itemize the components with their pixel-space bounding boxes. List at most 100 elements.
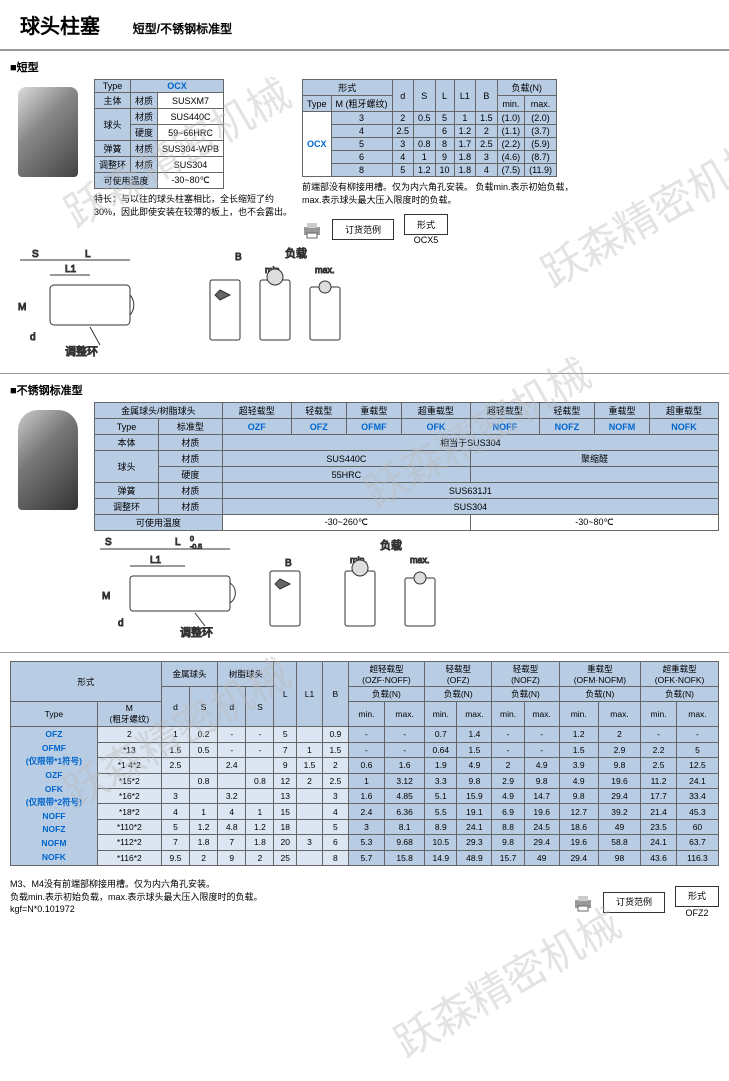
c: 29.4 <box>598 788 640 803</box>
c: *1 4*2 <box>97 758 161 773</box>
c: 8.1 <box>385 819 425 834</box>
c: 43.6 <box>641 850 677 865</box>
c: 15 <box>274 804 297 819</box>
c: 7 <box>161 835 189 850</box>
c: - <box>524 742 559 757</box>
svg-text:负载: 负载 <box>285 246 307 260</box>
c: 1.8 <box>454 151 476 164</box>
load-diagram: B 负载 min.max. <box>200 245 380 365</box>
c <box>246 788 274 803</box>
c: (8.7) <box>525 151 557 164</box>
svg-text:d: d <box>30 332 36 343</box>
c: 48.9 <box>457 850 492 865</box>
h: min. <box>497 96 525 112</box>
h: NOFK <box>650 419 719 435</box>
c: 1.5 <box>476 112 498 125</box>
h: 负载(N) <box>492 687 559 702</box>
c: 1.8 <box>246 835 274 850</box>
c: 硬度 <box>158 467 222 483</box>
c: 9.8 <box>492 835 524 850</box>
c: 9.8 <box>559 788 598 803</box>
c: 116.3 <box>676 850 718 865</box>
c: 0.5 <box>414 112 436 125</box>
h: L1 <box>454 80 476 112</box>
c: 4 <box>331 125 392 138</box>
c: 2 <box>97 727 161 742</box>
h: d <box>161 687 189 727</box>
c: 7 <box>218 835 246 850</box>
c: 3.2 <box>218 788 246 803</box>
c: 3.3 <box>425 773 457 788</box>
page-header: 球头柱塞 短型/不锈钢标准型 <box>0 0 729 51</box>
h: S <box>246 687 274 727</box>
c: 主体 <box>95 93 131 109</box>
c: 49 <box>524 850 559 865</box>
c: 材质 <box>158 435 222 451</box>
c: 8.8 <box>492 819 524 834</box>
svg-text:L1: L1 <box>65 264 77 275</box>
c: 球头 <box>95 109 131 141</box>
c: 2.5 <box>641 758 677 773</box>
c: (1.0) <box>497 112 525 125</box>
c: 1 <box>297 742 323 757</box>
c: 4.8 <box>218 819 246 834</box>
c: (3.7) <box>525 125 557 138</box>
svg-text:调整环: 调整环 <box>65 344 98 358</box>
svg-text:0: 0 <box>190 536 194 543</box>
h: Type <box>95 419 159 435</box>
c: *16*2 <box>97 788 161 803</box>
c: 1.5 <box>297 758 323 773</box>
c: 23.5 <box>641 819 677 834</box>
printer-icon <box>573 894 593 912</box>
c: 4 <box>476 164 498 177</box>
c <box>297 850 323 865</box>
c: - <box>492 727 524 742</box>
svg-text:-0.5: -0.5 <box>190 544 202 551</box>
spec-table: 形式 d S L L1 B 负载(N) Type M (粗牙螺纹) min. m… <box>302 79 557 177</box>
c <box>297 788 323 803</box>
c: 可使用温度 <box>95 515 223 531</box>
c: - <box>524 727 559 742</box>
c: 12.5 <box>676 758 718 773</box>
svg-text:d: d <box>118 618 124 629</box>
note-text: M3、M4没有前端部柳接用槽。仅为内六角孔安装。 负载min.表示初始负载，ma… <box>10 878 263 916</box>
c: (2.2) <box>497 138 525 151</box>
section-stainless: ■不锈钢标准型 金属球头/树脂球头 超轻载型轻载型重载型超重载型 超轻载型轻载型… <box>0 374 729 652</box>
c: (2.0) <box>525 112 557 125</box>
c: 24.1 <box>457 819 492 834</box>
c: 14.9 <box>425 850 457 865</box>
h: min. <box>559 702 598 727</box>
c: - <box>348 742 384 757</box>
c: 3 <box>392 138 414 151</box>
c: *15*2 <box>97 773 161 788</box>
order-ex: OCX5 <box>404 235 448 245</box>
h: max. <box>598 702 640 727</box>
order-example-2: 订货范例 形式 OFZ2 <box>573 886 719 919</box>
c: 9 <box>218 850 246 865</box>
h: min. <box>348 702 384 727</box>
h: M (粗牙螺纹) <box>331 96 392 112</box>
c: -30~80℃ <box>470 515 718 531</box>
c: 5 <box>392 164 414 177</box>
c: 材质 <box>158 499 222 515</box>
h: L <box>435 80 454 112</box>
c: 8.9 <box>425 819 457 834</box>
h: max. <box>525 96 557 112</box>
c: SUS631J1 <box>222 483 718 499</box>
c: 15.9 <box>457 788 492 803</box>
c <box>161 773 189 788</box>
c <box>414 125 436 138</box>
section-label: ■短型 <box>10 59 719 75</box>
h: d <box>392 80 414 112</box>
c <box>190 788 218 803</box>
c: 5 <box>161 819 189 834</box>
h: 树脂球头 <box>218 662 274 687</box>
c <box>470 467 718 483</box>
c: 1 <box>246 804 274 819</box>
c: 可使用温度 <box>95 173 158 189</box>
c: 1.8 <box>190 835 218 850</box>
c: 5 <box>435 112 454 125</box>
c: 弹簧 <box>95 141 131 157</box>
h: 超重载型(OFK·NOFK) <box>641 662 719 687</box>
c: 5 <box>331 138 392 151</box>
